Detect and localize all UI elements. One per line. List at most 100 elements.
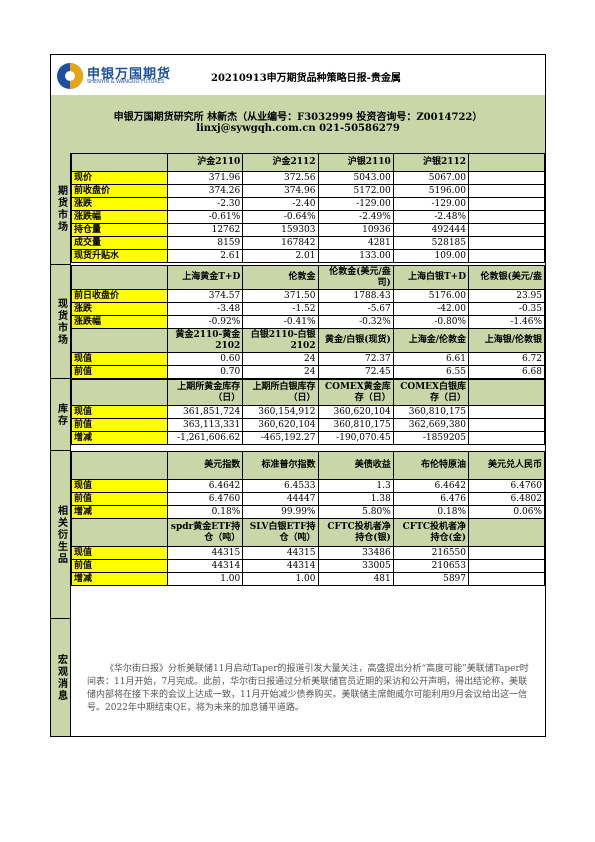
spot-header: 上海银/伦敦银 xyxy=(468,328,545,353)
cell: -0.80% xyxy=(392,315,470,329)
cell: 6.61 xyxy=(392,352,470,366)
futures-header: 沪银2112 xyxy=(392,153,470,172)
cell: 44315 xyxy=(166,546,244,560)
cell: 0.70 xyxy=(166,365,244,379)
cell: 6.4642 xyxy=(392,479,470,493)
cell: 5897 xyxy=(392,572,470,586)
spot-header: 伦敦银(美元/盎 xyxy=(468,265,545,290)
macro-news: 《华尔街日报》分析美联储11月启动Taper的报道引发大量关注，高盛提出分析“高… xyxy=(71,619,545,737)
table-row: 增减 -1,261,606.62 -465,192.27 -190,070.45 -18… xyxy=(71,431,545,445)
cell: 99.99% xyxy=(242,505,319,519)
deriv-header: spdr黄金ETF持仓（吨） xyxy=(166,518,244,547)
cell: 44314 xyxy=(166,559,244,573)
spot-header: 上海黄金T+D xyxy=(166,265,244,290)
cell: 372.56 xyxy=(242,171,319,185)
cell: 8159 xyxy=(166,236,244,250)
cell: 1.38 xyxy=(317,492,394,506)
macro-text: 《华尔街日报》分析美联储11月启动Taper的报道引发大量关注，高盛提出分析“高… xyxy=(87,664,529,713)
logo-text-cn: 申银万国期货 xyxy=(87,67,172,82)
cell: 6.476 xyxy=(392,492,470,506)
row-label: 现值 xyxy=(71,546,168,560)
table-row: 前值 44314 44314 33005 210653 xyxy=(71,559,545,573)
cell: -190,070.45 xyxy=(317,431,394,445)
spot-table: 上海黄金T+D 伦敦金 伦敦金(美元/盎司) 上海白银T+D 伦敦银(美元/盎 … xyxy=(71,265,545,379)
report-header: 申银万国期货 SHENYIN & WANGUO FUTURES 20210913… xyxy=(51,55,545,96)
cell: -1.46% xyxy=(468,315,545,329)
inventory-header: 上期所白银库存（日） xyxy=(242,379,319,406)
cell: 6.4802 xyxy=(468,492,545,506)
report-frame: 申银万国期货 SHENYIN & WANGUO FUTURES 20210913… xyxy=(50,54,546,737)
table-row: 成交量 8159 167842 4281 528185 xyxy=(71,236,545,250)
cell: 44447 xyxy=(242,492,319,506)
cell: 360,810,175 xyxy=(317,418,394,432)
section-label-macro: 宏观消息 xyxy=(51,619,71,736)
cell: 1788.43 xyxy=(317,289,394,303)
cell: -3.48 xyxy=(166,302,244,316)
futures-table: 沪金2110 沪金2112 沪银2110 沪银2112 现价 371.96 372.… xyxy=(71,153,545,263)
cell: 371.50 xyxy=(242,289,319,303)
inventory-table: 上期所黄金库存（日） 上期所白银库存（日） COMEX黄金库存（日） COMEX… xyxy=(71,379,545,445)
cell: 109.00 xyxy=(392,249,470,263)
cell: 360,620,104 xyxy=(317,405,394,419)
row-label: 增减 xyxy=(71,431,168,445)
cell: 10936 xyxy=(317,223,394,237)
deriv-header: CFTC投机者净持仓(金) xyxy=(392,518,470,547)
inventory-header: COMEX黄金库存（日） xyxy=(317,379,394,406)
table-row: 增减 1.00 1.00 481 5897 xyxy=(71,572,545,586)
row-label: 涨跌幅 xyxy=(71,210,168,224)
cell: -2.40 xyxy=(242,197,319,211)
row-label: 涨跌 xyxy=(71,302,168,316)
cell: 374.96 xyxy=(242,184,319,198)
table-row: 增减 0.18% 99.99% 5.80% 0.18% 0.06% xyxy=(71,505,545,519)
cell: 1.00 xyxy=(166,572,244,586)
cell: -1859205 xyxy=(392,431,470,445)
table-row: 前值 363,113,331 360,620,104 360,810,175 362,6… xyxy=(71,418,545,432)
cell: 363,113,331 xyxy=(166,418,244,432)
cell: 374.26 xyxy=(166,184,244,198)
row-label: 前日收盘价 xyxy=(71,289,168,303)
row-label: 增减 xyxy=(71,505,168,519)
cell: -129.00 xyxy=(392,197,470,211)
cell: 362,669,380 xyxy=(392,418,470,432)
contact-line: linxj@sywgqh.com.cn 021-50586279 xyxy=(196,123,400,134)
cell: -42.00 xyxy=(392,302,470,316)
cell: 12762 xyxy=(166,223,244,237)
cell: -1.52 xyxy=(242,302,319,316)
deriv-header: 布伦特原油 xyxy=(392,451,470,480)
cell: 0.60 xyxy=(166,352,244,366)
cell: 1.3 xyxy=(317,479,394,493)
futures-header: 沪金2110 xyxy=(166,153,244,172)
cell: 371.96 xyxy=(166,171,244,185)
table-row: 现值 0.60 24 72.37 6.61 6.72 xyxy=(71,352,545,366)
spot-header: 白银2110-白银2102 xyxy=(242,328,319,353)
spot-header: 上海白银T+D xyxy=(392,265,470,290)
cell: -0.61% xyxy=(166,210,244,224)
cell: 2.01 xyxy=(242,249,319,263)
deriv-header: 标准普尔指数 xyxy=(242,451,319,480)
table-row: 持仓量 12762 159303 10936 492444 xyxy=(71,223,545,237)
cell: 44314 xyxy=(242,559,319,573)
cell: 167842 xyxy=(242,236,319,250)
table-row: 前收盘价 374.26 374.96 5172.00 5196.00 xyxy=(71,184,545,198)
row-label: 前收盘价 xyxy=(71,184,168,198)
cell: 4281 xyxy=(317,236,394,250)
cell: -129.00 xyxy=(317,197,394,211)
logo-text-en: SHENYIN & WANGUO FUTURES xyxy=(87,79,165,85)
section-label-derivatives: 相关衍生品 xyxy=(51,451,71,619)
row-label: 现值 xyxy=(71,352,168,366)
table-row: 涨跌幅 -0.61% -0.64% -2.49% -2.48% xyxy=(71,210,545,224)
cell: -2.30 xyxy=(166,197,244,211)
cell: 5067.00 xyxy=(392,171,470,185)
deriv-header: 美元指数 xyxy=(166,451,244,480)
cell: 159303 xyxy=(242,223,319,237)
cell: 24 xyxy=(242,352,319,366)
cell: 2.61 xyxy=(166,249,244,263)
cell: 481 xyxy=(317,572,394,586)
cell: -465,192.27 xyxy=(242,431,319,445)
cell: 0.18% xyxy=(392,505,470,519)
cell: 44315 xyxy=(242,546,319,560)
cell: -5.67 xyxy=(317,302,394,316)
cell: 24 xyxy=(242,365,319,379)
futures-header: 沪金2112 xyxy=(242,153,319,172)
cell: 1.00 xyxy=(242,572,319,586)
